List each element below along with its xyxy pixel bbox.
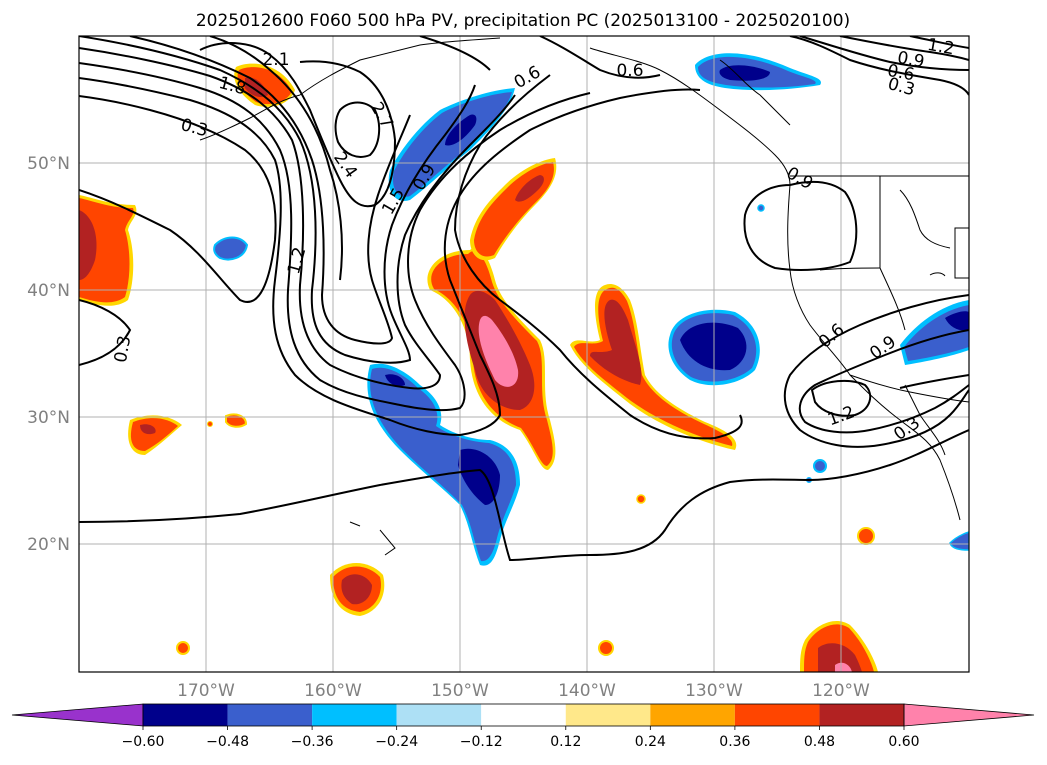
colorbar-frame (142, 703, 905, 727)
lon-label-150w: 150°W (431, 681, 489, 701)
map-panel: 2.1 1.8 0.3 2.7 2.4 1.5 0.9 0.6 1.2 0.3 … (78, 35, 970, 673)
colorbar-tick-label: 0.24 (635, 734, 666, 750)
lat-label-50n: 50°N (27, 154, 70, 174)
colorbar-extend-low (11, 703, 144, 727)
colorbar-tick-label: −0.48 (206, 734, 249, 750)
precip-shading (79, 53, 969, 672)
colorbar-segment (396, 704, 482, 726)
colorbar-segment (143, 704, 228, 726)
negative-anomaly-gulf-alaska-band (388, 88, 515, 201)
colorbar-extend-high (903, 703, 1035, 727)
colorbar: −0.60 −0.48 −0.36 −0.24 −0.12 0.12 0.24 0.36 0.4… (11, 703, 1035, 750)
lon-label-170w: 170°W (177, 681, 235, 701)
colorbar-tick-label: 0.60 (888, 734, 919, 750)
colorbar-tick-label: −0.36 (291, 734, 334, 750)
lon-labels: 170°W 160°W 150°W 140°W 130°W 120°W (177, 681, 870, 701)
map-frame (78, 35, 970, 673)
figure-title: 2025012600 F060 500 hPa PV, precipitatio… (196, 11, 850, 31)
lon-label-140w: 140°W (558, 681, 616, 701)
contour-label: 0.6 (616, 61, 643, 81)
colorbar-tick-label: 0.36 (719, 734, 750, 750)
positive-anomaly-south-east (800, 620, 878, 672)
colorbar-segment (819, 704, 904, 726)
negative-anomaly-north-east (695, 53, 821, 91)
negative-anomaly-small (213, 204, 969, 551)
colorbar-tick-label: −0.12 (460, 734, 503, 750)
colorbar-segment (650, 704, 735, 726)
positive-anomaly-south-west (128, 413, 875, 656)
lat-labels: 50°N 40°N 30°N 20°N (27, 154, 70, 555)
contour-label: 2.1 (262, 50, 289, 70)
lon-label-130w: 130°W (685, 681, 743, 701)
colorbar-segment (227, 704, 313, 726)
negative-anomaly-california (900, 300, 969, 365)
gridlines (79, 36, 969, 672)
contour-label: 0.6 (886, 61, 916, 85)
positive-anomaly-west (79, 195, 137, 306)
colorbar-tick-label: −0.60 (122, 734, 165, 750)
contour-label: 1.2 (926, 35, 956, 59)
colorbar-tick-label: 0.12 (550, 734, 581, 750)
colorbar-segment (734, 704, 820, 726)
colorbar-segment (565, 704, 651, 726)
contour-label: 0.9 (896, 48, 926, 72)
lon-label-120w: 120°W (812, 681, 870, 701)
lon-label-160w: 160°W (304, 681, 362, 701)
colorbar-tick-label: −0.24 (375, 734, 418, 750)
pv-contours (79, 36, 969, 562)
contour-label: 0.3 (111, 334, 135, 364)
positive-anomaly-northern-arc (470, 158, 557, 261)
colorbar-tick-label: 0.48 (804, 734, 835, 750)
positive-anomaly-central (570, 283, 737, 450)
lat-label-30n: 30°N (27, 408, 70, 428)
lat-label-40n: 40°N (27, 281, 70, 301)
negative-anomaly-central-pacific (367, 363, 520, 566)
lat-label-20n: 20°N (27, 535, 70, 555)
colorbar-segment (481, 704, 566, 726)
colorbar-segment (312, 704, 397, 726)
coastlines (199, 37, 969, 556)
